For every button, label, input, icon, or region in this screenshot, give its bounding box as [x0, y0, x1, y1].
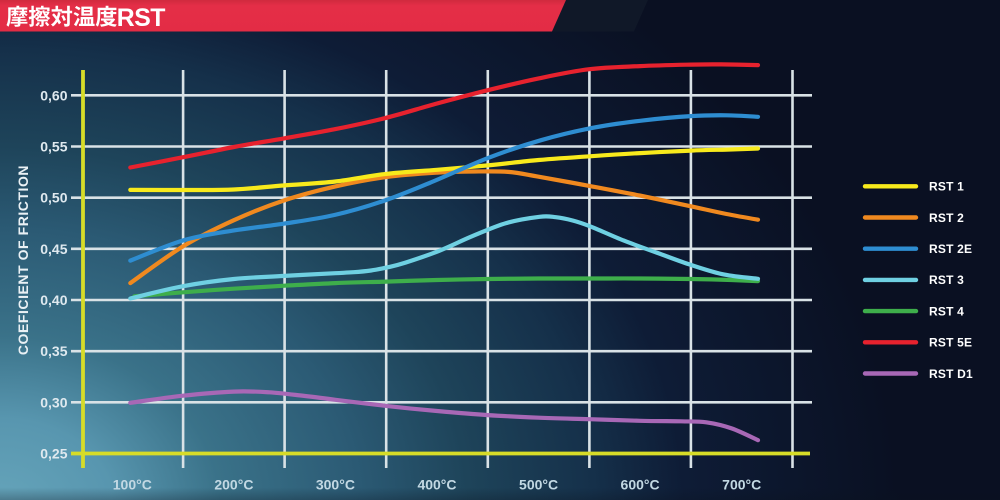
- svg-text:RST: RST: [117, 5, 165, 32]
- svg-text:0,30: 0,30: [40, 394, 67, 410]
- svg-text:0,25: 0,25: [40, 446, 67, 462]
- svg-text:RST 1: RST 1: [929, 180, 964, 194]
- svg-text:600°C: 600°C: [621, 477, 660, 493]
- svg-text:RST 2E: RST 2E: [929, 242, 972, 256]
- svg-text:0,40: 0,40: [40, 292, 67, 308]
- svg-text:400°C: 400°C: [417, 477, 456, 493]
- svg-text:0,55: 0,55: [40, 139, 67, 155]
- svg-text:0,60: 0,60: [40, 87, 67, 103]
- svg-text:0,50: 0,50: [40, 190, 67, 206]
- svg-text:200°C: 200°C: [214, 477, 253, 493]
- svg-text:700°C: 700°C: [722, 477, 761, 493]
- svg-text:RST 2: RST 2: [929, 211, 964, 225]
- svg-text:300°C: 300°C: [316, 477, 355, 493]
- svg-text:COEFICIENT OF FRICTION: COEFICIENT OF FRICTION: [15, 165, 31, 355]
- svg-text:RST D1: RST D1: [929, 367, 973, 381]
- svg-text:RST 5E: RST 5E: [929, 336, 972, 350]
- svg-text:RST 4: RST 4: [929, 304, 964, 318]
- svg-text:100°C: 100°C: [113, 477, 152, 493]
- svg-text:0,45: 0,45: [40, 241, 67, 257]
- svg-text:0,35: 0,35: [40, 343, 67, 359]
- svg-text:500°C: 500°C: [519, 477, 558, 493]
- svg-text:RST 3: RST 3: [929, 273, 964, 287]
